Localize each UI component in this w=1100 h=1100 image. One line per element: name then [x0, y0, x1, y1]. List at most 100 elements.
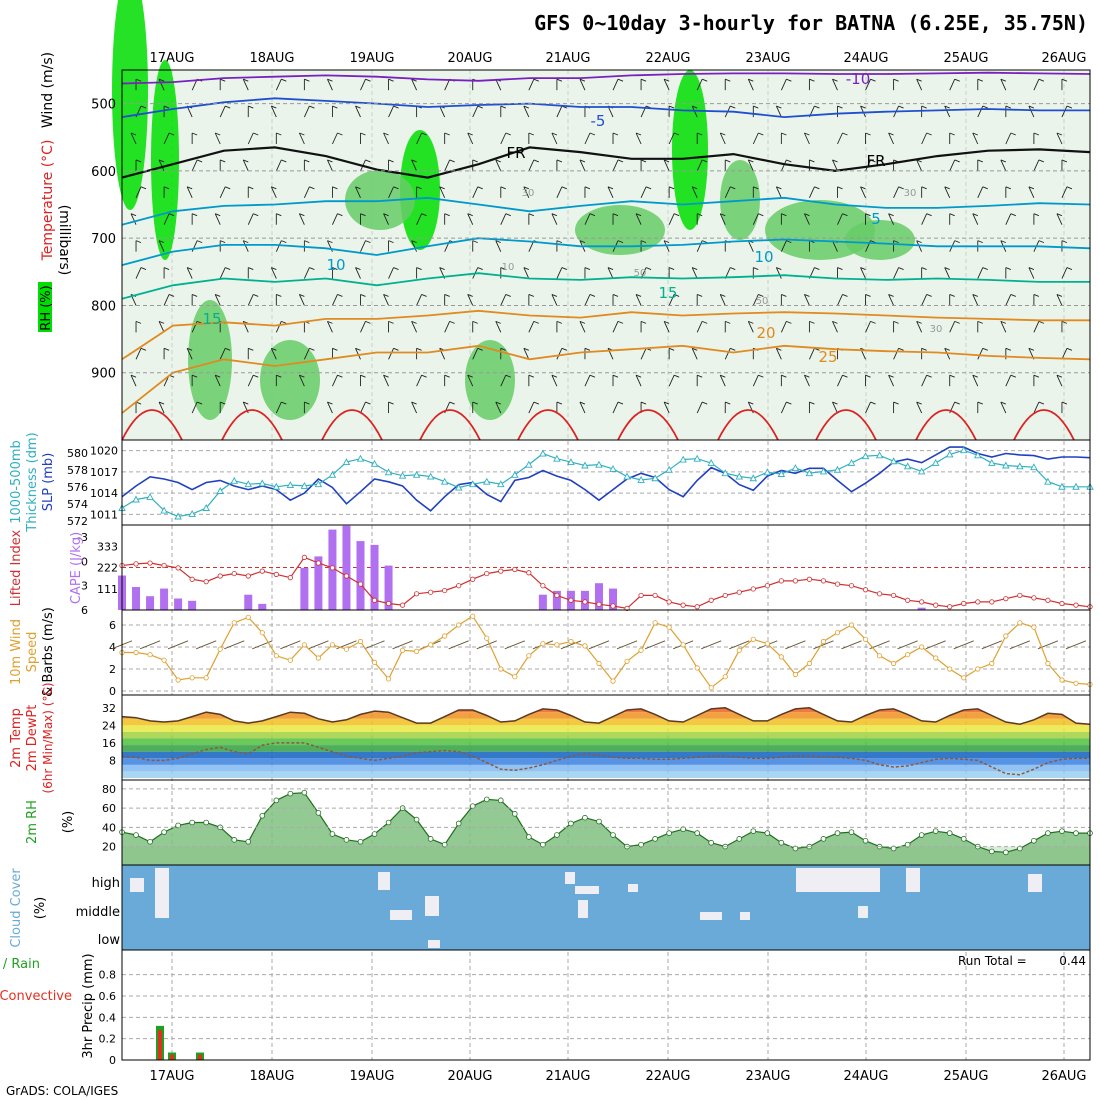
wind-barb-flag [607, 267, 614, 270]
wind-barb [1005, 132, 1012, 145]
panel-frame-wind [121, 609, 1091, 696]
wind-barb-flag [393, 267, 399, 270]
wind-barb-flag [982, 186, 988, 190]
wind-barb [158, 321, 165, 333]
wind-barb-flag [635, 213, 642, 217]
rh2m-point [526, 834, 532, 840]
wind-barb-flag [495, 401, 501, 405]
wind-barb [719, 132, 726, 145]
temp-band-7 [122, 725, 1090, 732]
temp-tick: 32 [102, 702, 116, 715]
lifted-index-point [694, 604, 700, 610]
run-total-value: 0.44 [1059, 954, 1086, 968]
wind-barb [1056, 132, 1063, 145]
wind-barb-flag [355, 186, 361, 190]
wind-speed-point [975, 666, 981, 672]
wind-barb-flag [332, 347, 338, 351]
surface-wind-barb [953, 640, 974, 650]
wind-barb [135, 186, 142, 199]
wind-barb-flag [589, 294, 596, 297]
cape-bar [160, 588, 169, 610]
wind-speed-point [680, 642, 686, 648]
lifted-index-point [834, 581, 841, 587]
wind-barb [332, 374, 338, 387]
temp-band-0 [122, 771, 1090, 778]
wind-barb-flag [1038, 240, 1045, 244]
wind-barb-flag [365, 320, 371, 324]
surface-wind-barb [476, 640, 497, 650]
wind-barb [416, 374, 423, 387]
wind-barb-flag [191, 132, 198, 136]
rh2m-point [750, 828, 757, 834]
lifted-index-point [820, 578, 827, 584]
wind-barb-flag [1056, 294, 1063, 297]
rh2m-tick: 40 [102, 821, 116, 834]
wind-barb-flag [449, 401, 455, 405]
wind-barb [472, 186, 479, 199]
surface-wind-barb [139, 640, 161, 650]
wind-barb-flag [421, 294, 427, 297]
lifted-index-point [287, 575, 293, 581]
wind-barb-flag [758, 374, 764, 378]
wind-barb [944, 105, 951, 118]
wind-barb-flag [556, 401, 563, 405]
wind-barb [949, 159, 956, 172]
contour-label: -5 [591, 112, 606, 130]
wind-barb-flag [776, 186, 782, 190]
wind-barb [747, 321, 754, 333]
wind-barb [775, 105, 782, 118]
wind-barb-flag [337, 374, 343, 378]
lifted-index-point [947, 604, 953, 610]
isotherm-30-arc-8 [915, 409, 977, 441]
lifted-index-point [961, 600, 967, 607]
rh2m-point [413, 816, 420, 823]
surface-wind-barb [841, 640, 862, 650]
wind-barb-flag [444, 374, 450, 378]
wind-barb [523, 186, 530, 199]
cloud-level-low: low [98, 933, 121, 948]
wind-barb [411, 240, 418, 252]
lifted-index-point [175, 565, 181, 571]
wind-barb-flag [781, 132, 787, 136]
wind-barb-flag [215, 294, 221, 297]
lifted-index-point [989, 599, 995, 605]
surface-wind-barb [701, 640, 722, 650]
wind-barb [383, 374, 389, 387]
li-tick: 3 [81, 580, 88, 593]
thickness-point [777, 470, 786, 477]
wind-barb-flag [551, 374, 558, 378]
wind-barb-flag [725, 401, 731, 405]
wind-barb-flag [444, 132, 450, 136]
wind-speed-point [610, 678, 616, 684]
wind-barb-flag [617, 78, 624, 82]
wind-barb-flag [640, 240, 647, 244]
wind-barb-flag [276, 132, 282, 136]
rh2m-point [203, 819, 209, 826]
wind-barb-flag [944, 347, 950, 351]
wind-barb-flag [327, 240, 333, 244]
lifted-index-point [919, 599, 925, 605]
wind-barb-flag [505, 132, 511, 136]
date-label-top: 19AUG [349, 51, 394, 66]
wind-barb [635, 213, 642, 225]
wind-barb [270, 267, 277, 279]
wind-barb [327, 78, 333, 91]
cloud-gap [425, 896, 439, 916]
wind-barb-flag [832, 401, 838, 405]
thickness-point [693, 454, 701, 462]
wind-barb [298, 213, 305, 225]
wind-barb-flag [1038, 159, 1045, 163]
wind-barb-flag [505, 213, 511, 217]
wind-speed-point [708, 685, 714, 691]
contour-label: FR [506, 144, 525, 162]
wind-barb-flag [355, 347, 361, 351]
wind-barb-flag [449, 320, 455, 324]
wind-barb-flag [589, 213, 596, 217]
wind-barb-flag [186, 186, 193, 190]
wind-barb [1061, 105, 1068, 118]
wind-barb-flag [702, 240, 708, 244]
wind-barb-flag [725, 78, 731, 82]
wind-barb-flag [1010, 294, 1016, 297]
wind-speed-point [666, 624, 672, 630]
wind-barb-flag [1000, 320, 1006, 324]
